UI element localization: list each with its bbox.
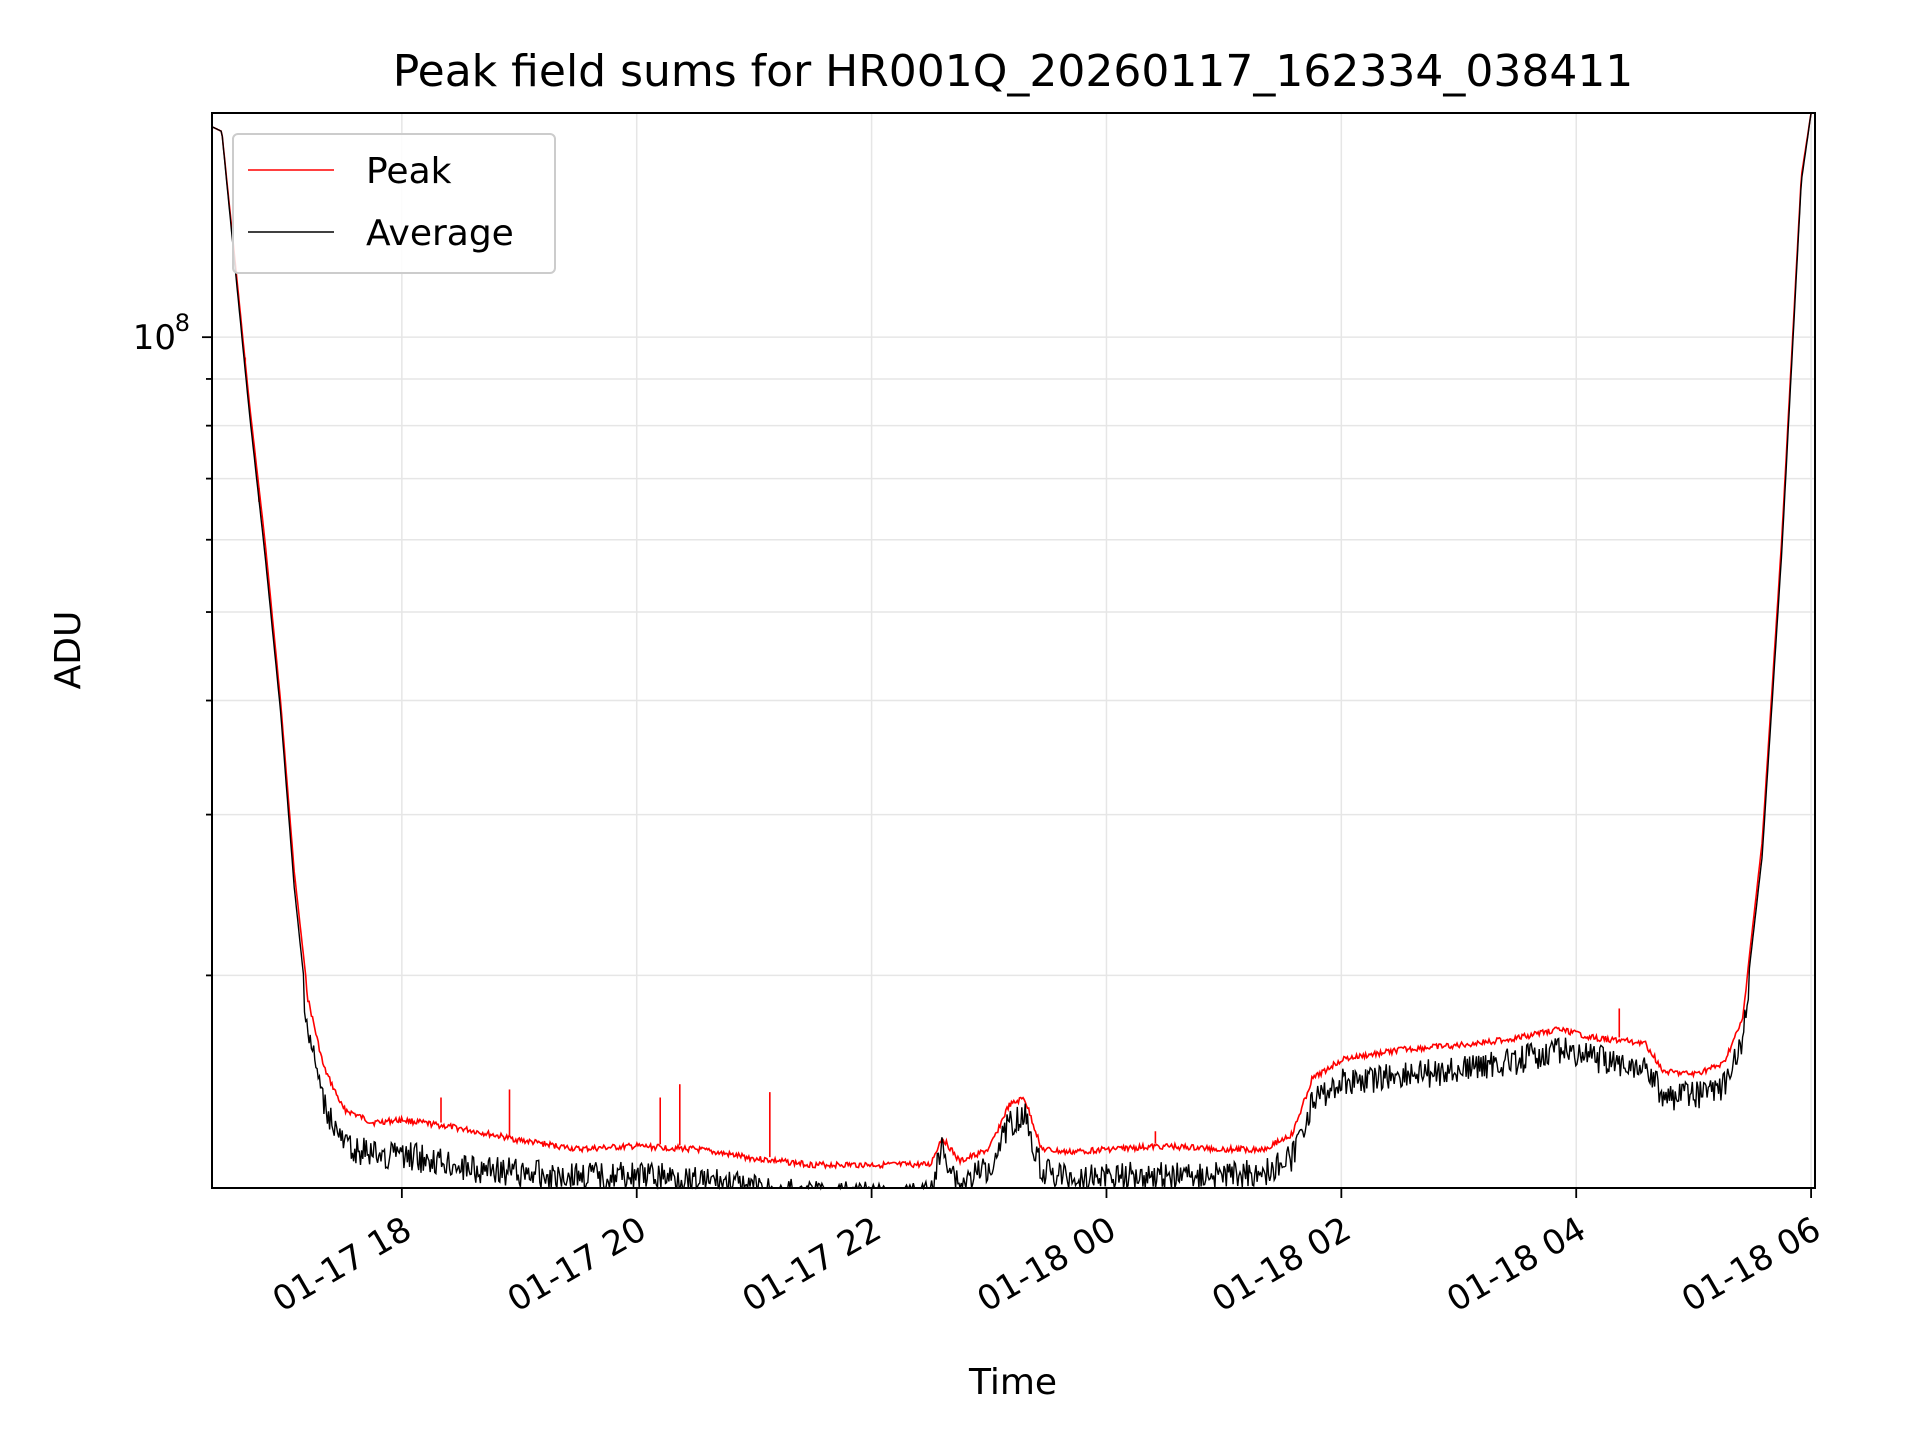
x-tick-label: 01-18 02 [1205,1209,1357,1320]
chart-title: Peak field sums for HR001Q_20260117_1623… [393,46,1634,97]
y-tick-label-exponent: 8 [175,309,190,337]
x-tick-label: 01-17 18 [266,1209,418,1320]
y-tick-label: 10 [133,318,176,358]
plot-frame [211,112,1816,1189]
grid [212,113,1815,1188]
legend-label-peak: Peak [366,151,452,192]
x-axis: 01-17 18 01-17 20 01-17 22 01-18 00 01-18 02… [266,1188,1828,1320]
legend-box [232,133,556,274]
series-line-peak [211,112,1812,1170]
x-tick-label: 01-18 06 [1675,1209,1827,1320]
x-axis-label: Time [968,1362,1057,1403]
series-line-average [211,112,1812,1191]
y-axis: 810 [133,309,212,977]
y-axis-label: ADU [48,611,89,690]
x-tick-label: 01-17 22 [736,1209,888,1320]
x-tick-label: 01-18 00 [971,1209,1123,1320]
x-tick-label: 01-17 20 [501,1209,653,1320]
legend-label-average: Average [366,213,514,254]
legend: Peak Average [232,133,556,274]
x-tick-label: 01-18 04 [1440,1209,1592,1320]
series-layer [211,112,1812,1191]
